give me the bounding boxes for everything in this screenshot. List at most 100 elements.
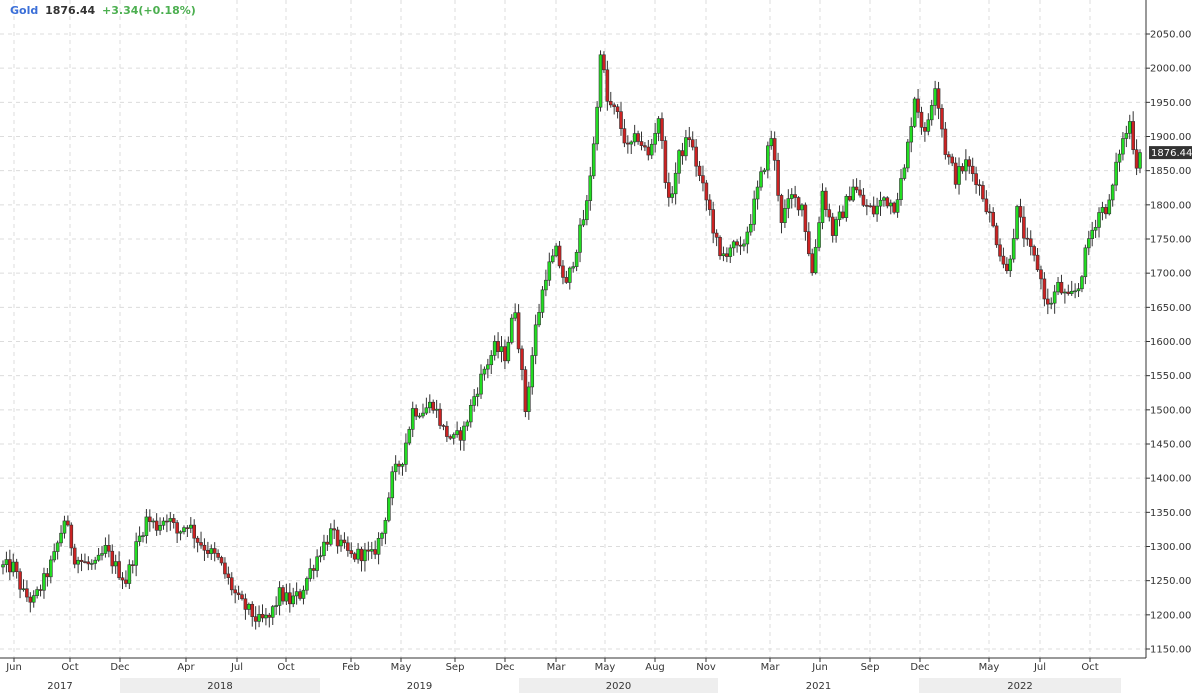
candle-body — [4, 559, 9, 565]
candle — [557, 240, 562, 269]
candle-body — [629, 141, 634, 145]
candle — [1121, 132, 1125, 161]
candle — [49, 555, 53, 584]
candle — [598, 50, 603, 112]
candle — [120, 572, 125, 590]
candle-body — [899, 178, 903, 200]
candle — [786, 189, 791, 219]
candle-body — [1049, 302, 1054, 305]
candle-body — [1059, 281, 1064, 294]
symbol-label[interactable]: Gold — [10, 4, 39, 17]
candle-body — [349, 550, 354, 555]
candle — [602, 51, 606, 73]
candle — [957, 157, 961, 195]
candle — [93, 556, 97, 570]
candle — [21, 579, 26, 592]
candle — [820, 183, 825, 230]
candle-body — [906, 141, 910, 169]
candle-body — [110, 550, 115, 567]
candle-body — [284, 592, 289, 602]
candle — [701, 165, 705, 192]
candle — [660, 112, 664, 149]
candle-body — [783, 208, 787, 223]
candle-body — [759, 171, 763, 188]
x-month-label: Aug — [645, 662, 665, 673]
candle-body — [516, 312, 521, 350]
candle-body — [376, 537, 381, 555]
candle-body — [35, 589, 39, 596]
candle — [322, 534, 326, 561]
year-band — [0, 678, 120, 693]
candle-body — [653, 133, 657, 145]
candle-body — [165, 520, 169, 523]
candle — [137, 526, 142, 546]
candle — [1127, 114, 1132, 140]
candle — [219, 555, 224, 566]
candle-body — [335, 529, 340, 547]
candle — [339, 534, 343, 552]
year-band — [919, 678, 1121, 693]
candle — [1025, 227, 1030, 246]
candle — [1100, 201, 1105, 221]
candle — [810, 248, 815, 276]
candle — [182, 525, 186, 535]
candle — [605, 60, 610, 111]
candle-body — [991, 212, 995, 227]
candle — [417, 412, 422, 419]
candle-body — [380, 533, 384, 539]
candle-body — [875, 205, 879, 215]
candle-body — [178, 531, 183, 534]
candle-body — [919, 111, 924, 128]
candle — [834, 216, 838, 243]
candle-body — [158, 524, 162, 531]
candle-body — [499, 346, 504, 352]
candle — [731, 239, 736, 256]
candle — [923, 122, 927, 142]
candle — [643, 142, 647, 152]
candle — [247, 602, 251, 615]
last-price: 1876.44 — [45, 4, 96, 17]
candle-body — [725, 253, 729, 257]
candle-body — [591, 143, 596, 177]
candle — [851, 179, 855, 203]
candle-body — [445, 425, 449, 437]
candle-body — [134, 541, 138, 566]
candle-body — [557, 245, 562, 267]
candle — [588, 166, 593, 211]
candle-body — [14, 561, 19, 572]
candle-body — [1134, 149, 1139, 169]
y-tick-label: 1500.00 — [1150, 405, 1191, 416]
candle — [626, 135, 630, 154]
candle-body — [441, 425, 446, 427]
candle — [465, 419, 470, 431]
x-month-label: Oct — [61, 662, 78, 673]
candle-body — [339, 539, 343, 547]
candle — [424, 397, 429, 415]
candle-body — [742, 243, 746, 247]
candle-body — [1039, 269, 1043, 280]
candle-body — [1035, 254, 1040, 271]
candle — [769, 130, 774, 150]
candle-body — [561, 265, 565, 278]
y-tick-label: 1950.00 — [1150, 98, 1191, 109]
candle-body — [646, 146, 651, 156]
candle — [687, 126, 692, 148]
candle — [530, 347, 535, 395]
candle-body — [735, 241, 739, 246]
candle — [175, 519, 179, 544]
candle — [581, 209, 586, 228]
candle — [1, 560, 5, 575]
candle-body — [981, 185, 985, 200]
candle-body — [895, 199, 900, 213]
candle-body — [977, 184, 982, 187]
candle-body — [950, 156, 955, 164]
candle — [940, 104, 944, 138]
candle — [52, 543, 57, 563]
candle — [117, 551, 121, 580]
candle — [366, 541, 371, 561]
candle-body — [626, 142, 630, 145]
candle-body — [731, 241, 736, 249]
candle-body — [458, 430, 463, 441]
candle-body — [188, 524, 193, 529]
candle-body — [486, 364, 490, 370]
